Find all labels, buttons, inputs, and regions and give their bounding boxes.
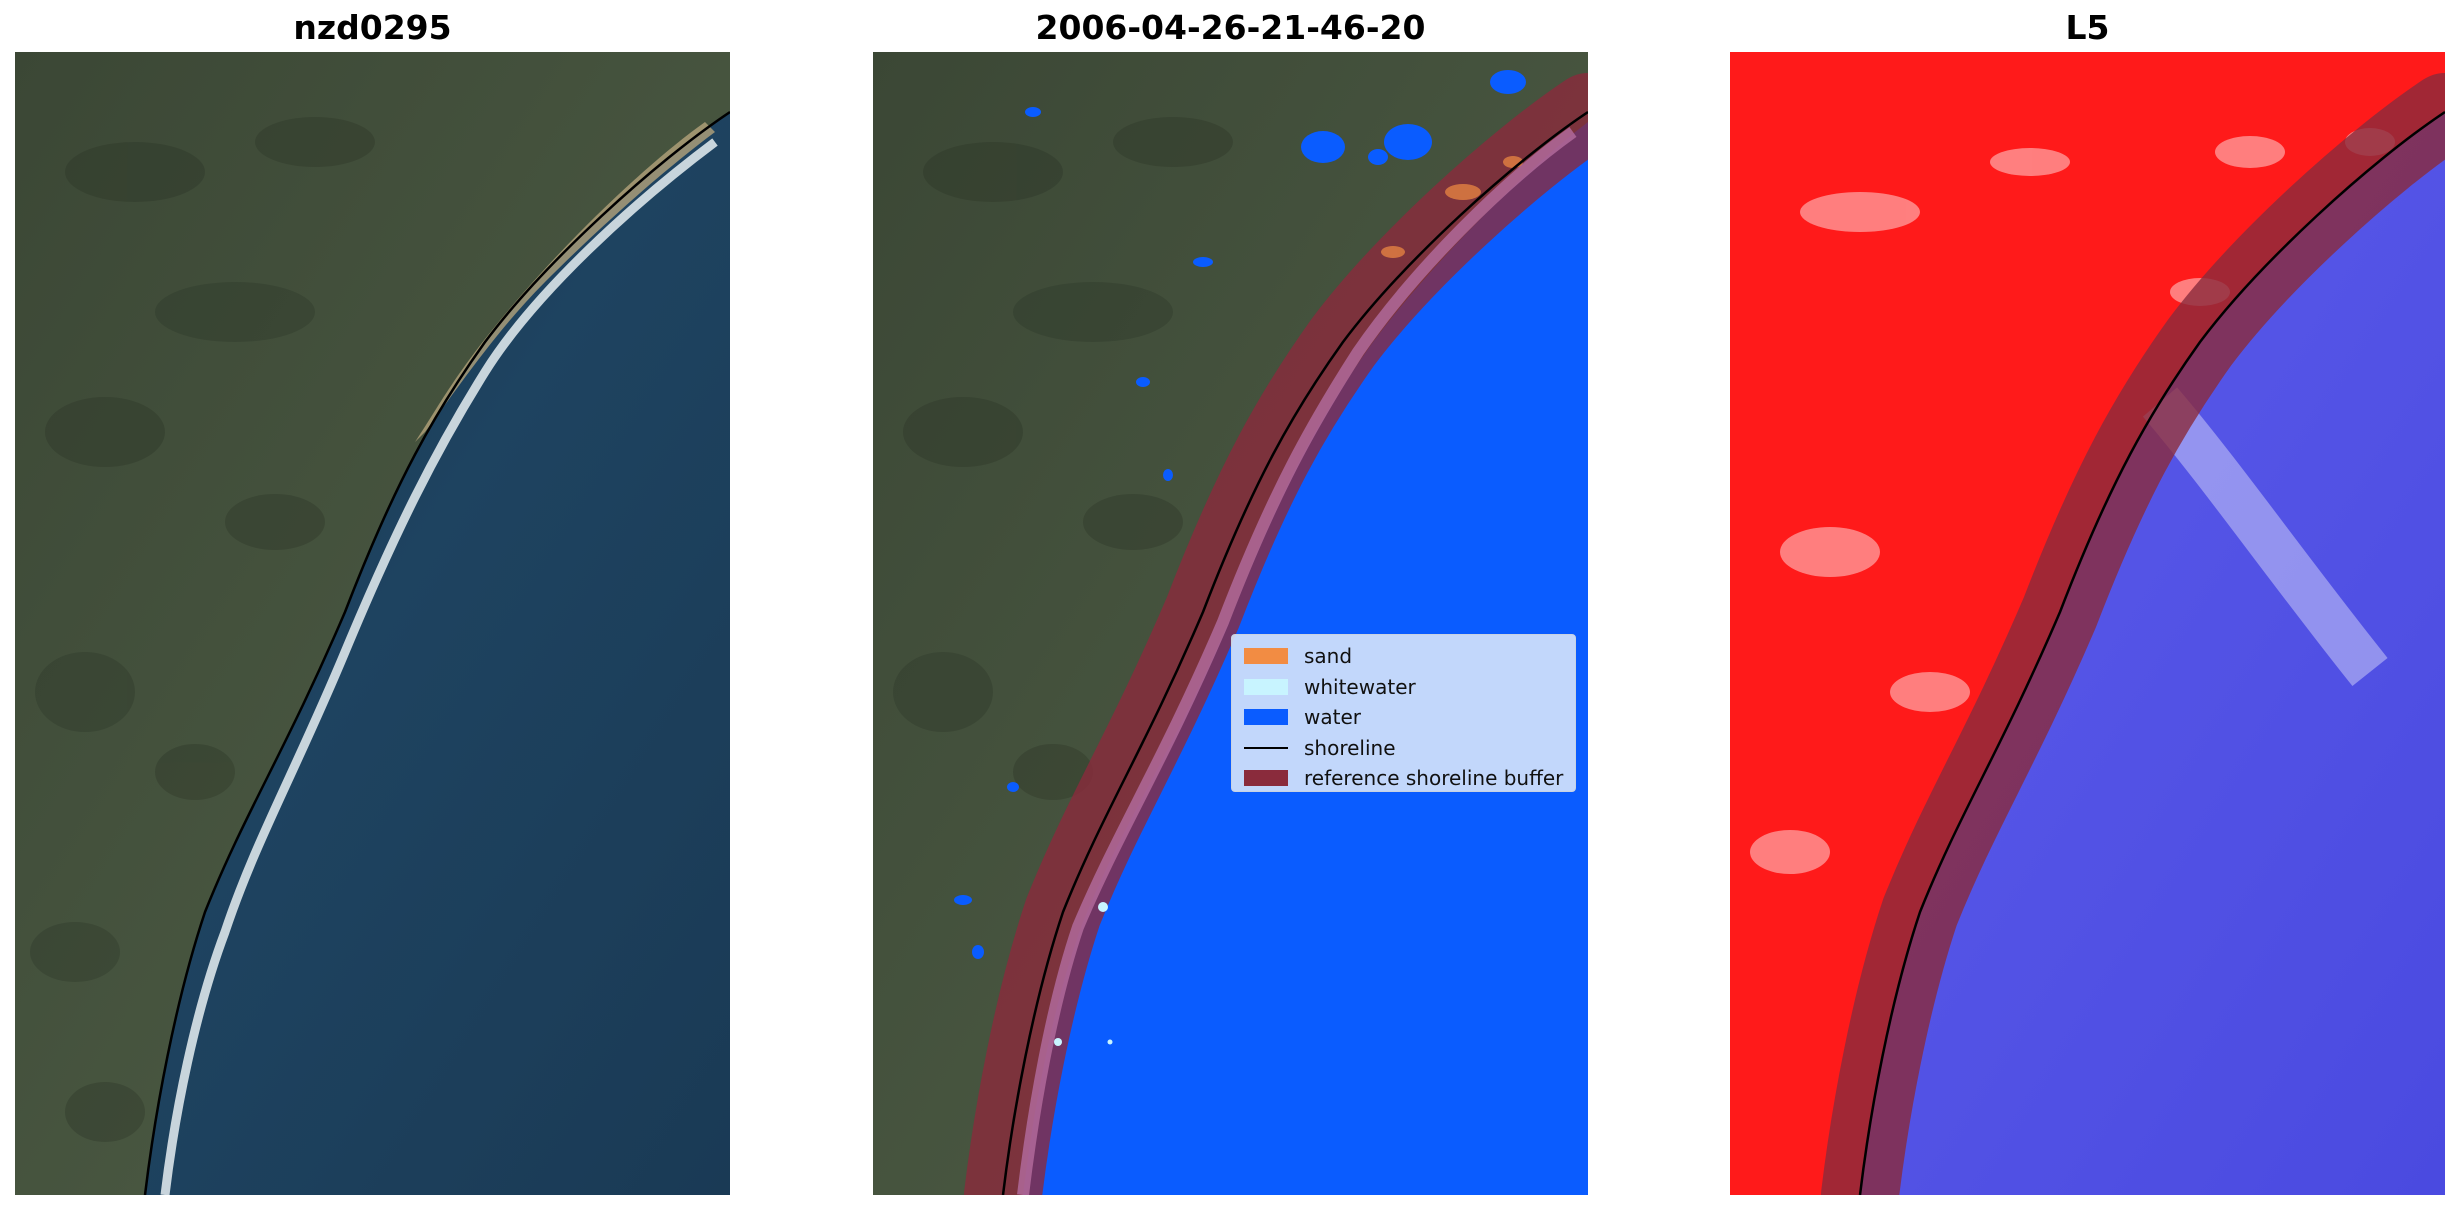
whitewater-swatch	[1244, 678, 1288, 695]
whitewater-mix	[1017, 127, 1577, 1195]
land-area	[15, 52, 730, 1195]
index-image-panel	[1730, 52, 2445, 1195]
whitewater-class	[1054, 902, 1113, 1046]
legend-label: water	[1304, 705, 1361, 730]
legend-label: whitewater	[1304, 674, 1416, 699]
shoreline-line-swatch	[1244, 746, 1288, 749]
legend-label: reference shoreline buffer	[1304, 766, 1564, 791]
panel-title-rgb: nzd0295	[293, 8, 452, 47]
panel-title-index: L5	[2065, 8, 2110, 47]
surf-line	[160, 138, 718, 1195]
legend-item-water: water	[1238, 702, 1575, 733]
classified-image	[873, 52, 1588, 1195]
shoreline	[1858, 110, 2445, 1195]
legend-item-sand: sand	[1238, 641, 1575, 672]
shoreline	[1001, 110, 1588, 1195]
water-swatch	[1244, 709, 1288, 726]
rgb-image	[15, 52, 730, 1195]
legend-item-shoreline: shoreline	[1238, 733, 1575, 764]
legend-item-buffer: reference shoreline buffer	[1238, 763, 1575, 794]
buffer-swatch	[1244, 770, 1288, 787]
terrain-texture	[893, 117, 1233, 800]
index-image	[1730, 52, 2445, 1195]
terrain-texture	[30, 117, 375, 1142]
panel-title-classified: 2006-04-26-21-46-20	[1035, 8, 1426, 47]
sand-swatch	[1244, 648, 1288, 665]
water-patches	[954, 70, 1526, 959]
shoreline	[143, 110, 730, 1195]
beach-sand	[415, 122, 715, 442]
rgb-image-panel	[15, 52, 730, 1195]
legend-item-whitewater: whitewater	[1238, 672, 1575, 703]
legend-label: sand	[1304, 644, 1353, 669]
classified-image-panel	[873, 52, 1588, 1195]
legend-label: shoreline	[1304, 735, 1396, 760]
sand-class	[1381, 156, 1523, 258]
legend: sand whitewater water shoreline referenc…	[1231, 634, 1576, 792]
